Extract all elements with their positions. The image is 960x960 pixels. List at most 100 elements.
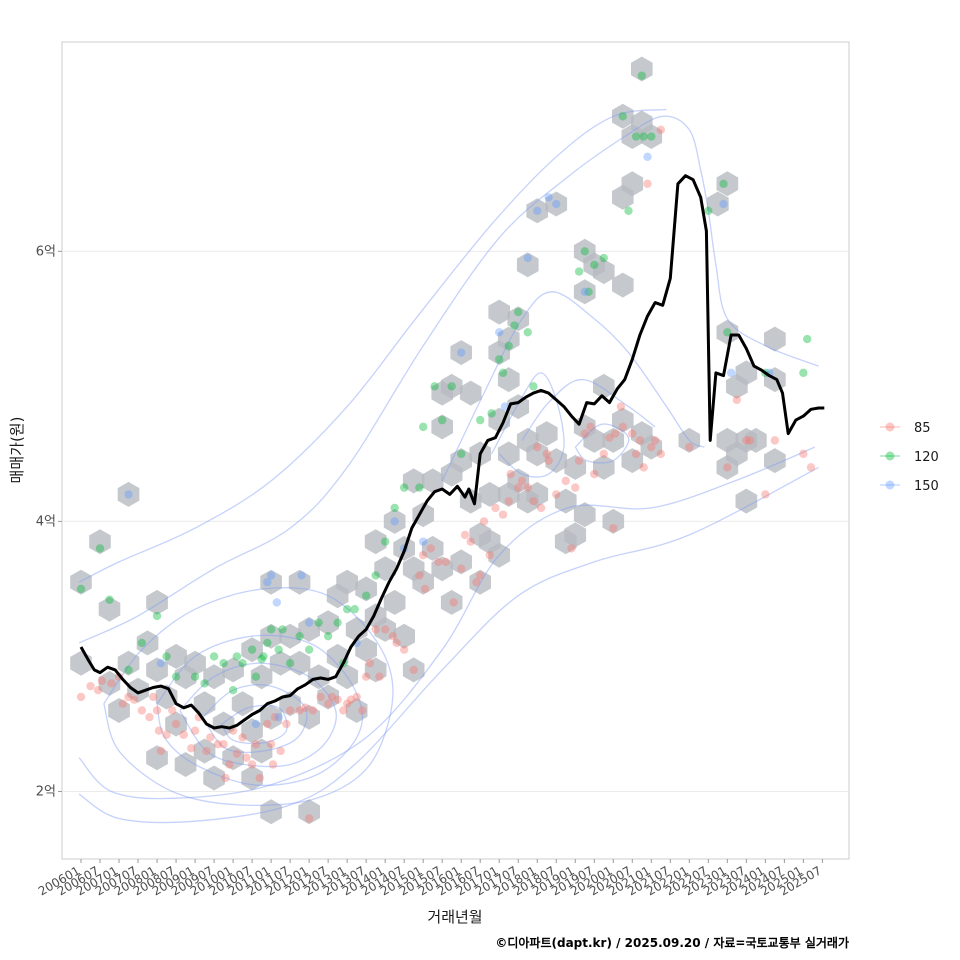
point-85	[723, 463, 732, 472]
trend-line-layer	[79, 174, 825, 730]
hexbin	[165, 643, 187, 669]
point-85	[266, 740, 276, 749]
point-120	[495, 355, 504, 364]
point-85	[590, 469, 599, 479]
point-85	[434, 557, 443, 567]
point-85	[365, 658, 375, 668]
point-85	[628, 429, 637, 438]
point-85	[567, 544, 576, 553]
hexbin	[612, 272, 634, 298]
point-85	[514, 483, 523, 492]
point-85	[168, 706, 177, 715]
point-120	[514, 307, 523, 317]
hexbin	[735, 360, 758, 386]
point-120	[476, 415, 485, 425]
point-85	[270, 713, 280, 722]
point-85	[346, 695, 356, 704]
hexbin	[526, 198, 549, 224]
point-85	[93, 685, 103, 695]
point-120	[137, 638, 147, 648]
point-85	[327, 692, 337, 702]
point-120	[238, 658, 247, 668]
y-tick-label: 2억	[36, 784, 56, 799]
point-120	[278, 625, 287, 634]
hexbin	[336, 569, 358, 595]
point-120	[304, 645, 314, 654]
point-85	[130, 695, 139, 704]
hexbin	[193, 738, 216, 764]
point-85	[536, 503, 546, 513]
point-85	[409, 665, 418, 675]
point-85	[154, 726, 164, 735]
hexbin	[450, 549, 472, 575]
point-85	[418, 550, 428, 560]
point-85	[542, 449, 551, 459]
point-150	[263, 577, 272, 587]
point-85	[137, 706, 147, 715]
point-85	[574, 456, 584, 465]
point-85	[242, 753, 251, 762]
point-85	[639, 463, 648, 472]
point-85	[460, 530, 470, 540]
point-85	[523, 483, 532, 492]
point-120	[799, 368, 808, 378]
point-120	[342, 604, 352, 614]
point-120	[105, 595, 114, 604]
point-85	[635, 436, 645, 445]
point-150	[418, 537, 428, 546]
hexbin	[317, 684, 339, 710]
point-85	[599, 449, 608, 459]
hexbin	[545, 191, 568, 217]
hexbin	[478, 481, 501, 507]
point-85	[316, 692, 325, 702]
point-120	[704, 206, 713, 216]
point-85	[605, 433, 614, 442]
point-120	[457, 449, 466, 459]
point-150	[272, 598, 282, 607]
hexbin	[450, 448, 472, 474]
hexbin	[497, 367, 520, 393]
point-85	[426, 544, 435, 553]
point-85	[238, 733, 247, 742]
y-axis-title: 매매가(원)	[8, 417, 26, 484]
point-150	[124, 490, 133, 499]
hexbin	[70, 569, 92, 595]
hexbin	[127, 677, 149, 703]
point-120	[510, 321, 519, 330]
hexbin	[564, 454, 587, 480]
point-85	[97, 676, 107, 685]
point-85	[247, 760, 257, 769]
hexbin	[497, 326, 520, 352]
point-85	[221, 773, 230, 783]
hexbin	[640, 434, 663, 460]
point-85	[339, 706, 348, 715]
point-85	[466, 537, 475, 546]
point-85	[441, 557, 451, 567]
legend-label: 120	[914, 450, 939, 465]
point-150	[500, 402, 510, 411]
point-120	[371, 571, 380, 580]
point-85	[380, 625, 390, 634]
hexbin	[203, 765, 225, 791]
legend: 85 120 150	[880, 421, 939, 494]
hexbin	[431, 556, 453, 582]
point-120	[76, 584, 86, 594]
hexbin	[345, 698, 368, 723]
hexbin	[165, 711, 187, 737]
density-contour	[521, 378, 656, 441]
hexbin	[355, 637, 377, 663]
hexbin	[631, 56, 653, 82]
hexbin	[707, 191, 729, 217]
hexbin	[612, 103, 634, 129]
point-120	[418, 422, 428, 432]
hexbin	[364, 657, 387, 683]
hexbin	[450, 340, 472, 366]
hexbin	[260, 704, 282, 730]
point-150	[552, 199, 561, 209]
point-85	[190, 726, 200, 735]
hexbin	[374, 616, 396, 642]
point-85	[685, 442, 694, 452]
point-85	[232, 749, 242, 758]
density-contour	[78, 108, 667, 583]
point-120	[447, 382, 456, 391]
